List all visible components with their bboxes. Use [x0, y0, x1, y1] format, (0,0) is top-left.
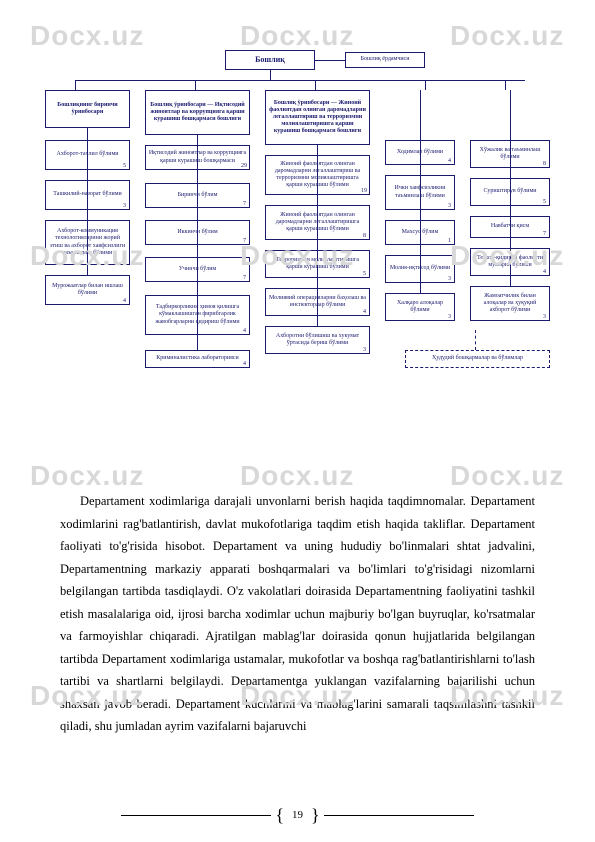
- box-assistant: Бошлиқ ёрдамчиси: [345, 52, 425, 68]
- col5-b2-n: 5: [543, 199, 546, 205]
- watermark: Docx.uz: [30, 20, 144, 52]
- col2-b4-n: 7: [243, 275, 246, 281]
- col2-header: Бошлиқ ўринбосари — Иқтисодий жиноятлар …: [145, 90, 250, 135]
- connector: [420, 90, 421, 293]
- col1-header: Бошлиқнинг биринчи ўринбосари: [45, 90, 130, 128]
- col5-b3-n: 7: [543, 231, 546, 237]
- org-chart: Бошлиқ Бошлиқ ёрдамчиси Бошлиқнинг бирин…: [45, 50, 555, 470]
- connector: [505, 80, 506, 90]
- col2-b5-n: 4: [243, 328, 246, 334]
- col3-b1-n: 19: [361, 188, 367, 194]
- connector: [315, 60, 345, 61]
- col4-b5-n: 3: [448, 314, 451, 320]
- col5-b5: Жамоатчилик билан алоқалар ва ҳуқуқий ах…: [470, 286, 550, 321]
- col1-b2-n: 3: [123, 203, 126, 209]
- col5-b5-n: 3: [543, 314, 546, 320]
- connector: [75, 80, 525, 81]
- bracket-icon: {: [275, 806, 284, 824]
- footer-line: [121, 815, 271, 816]
- col5-b4-n: 4: [543, 269, 546, 275]
- col3-b3-n: 5: [363, 271, 366, 277]
- connector: [87, 128, 88, 275]
- col4-b4-n: 3: [448, 276, 451, 282]
- box-regional: Ҳудудий бошқармалар ва бўлимлар: [405, 350, 550, 368]
- connector: [195, 80, 196, 90]
- connector: [270, 70, 271, 80]
- bracket-icon: }: [311, 806, 320, 824]
- col3-b4-n: 4: [363, 309, 366, 315]
- paragraph-text: Departament xodimlariga darajali unvonla…: [60, 490, 535, 738]
- watermark: Docx.uz: [450, 20, 564, 52]
- connector: [317, 145, 318, 326]
- col2-b3-n: 7: [243, 238, 246, 244]
- page-number: 19: [284, 809, 311, 821]
- col5-b1-n: 8: [543, 161, 546, 167]
- footer-line: [324, 815, 474, 816]
- col3-b2-n: 8: [363, 233, 366, 239]
- watermark: Docx.uz: [240, 20, 354, 52]
- body-paragraph: Departament xodimlariga darajali unvonla…: [60, 490, 535, 738]
- page-footer: { 19 }: [0, 806, 595, 824]
- connector: [75, 80, 76, 90]
- box-boshliq: Бошлиқ: [225, 50, 315, 70]
- col1-b1-n: 5: [123, 163, 126, 169]
- connector: [425, 80, 426, 90]
- col1-b3-n: 4: [123, 258, 126, 264]
- connector: [197, 135, 198, 350]
- col1-b4-n: 4: [123, 298, 126, 304]
- col2-b6-n: 4: [243, 361, 246, 367]
- col4-b5: Халқаро алоқалар бўлими: [385, 293, 455, 321]
- connector: [315, 80, 316, 90]
- col4-b2-n: 3: [448, 203, 451, 209]
- col2-b1-n: 29: [241, 163, 247, 169]
- col3-b5-n: 3: [363, 347, 366, 353]
- col2-b6: Криминалистика лабораторияси: [145, 350, 250, 368]
- col2-b2-n: 7: [243, 201, 246, 207]
- connector: [510, 90, 511, 286]
- col1-b4: Мурожаатлар билан ишлаш бўлими: [45, 275, 130, 305]
- col4-b3-n: 1: [448, 238, 451, 244]
- col3-b5: Ахборотни бўлишиш ва хукумат ўртасида бе…: [265, 326, 370, 354]
- connector: [475, 330, 476, 350]
- col4-b1-n: 4: [448, 158, 451, 164]
- col3-header: Бошлиқ ўринбосари — Жиноий фаолиятдан ол…: [265, 90, 370, 145]
